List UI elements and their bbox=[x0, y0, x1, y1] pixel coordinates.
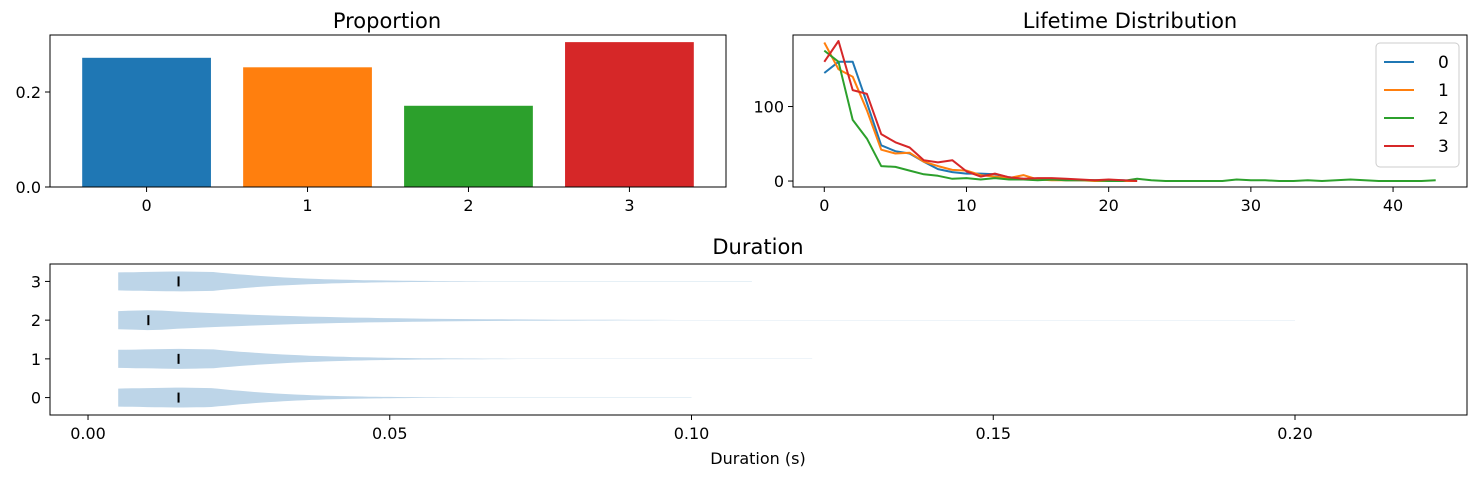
x-tick-label: 0.05 bbox=[372, 424, 408, 443]
lifetime-lines bbox=[823, 40, 1436, 182]
legend-label-0: 0 bbox=[1438, 53, 1449, 73]
series-line-3 bbox=[823, 40, 1138, 182]
proportion-axes-frame bbox=[49, 34, 727, 188]
y-tick-label: 0.0 bbox=[16, 178, 41, 197]
y-tick-label: 3 bbox=[31, 272, 41, 291]
violin-body-1 bbox=[118, 348, 813, 369]
duration-x-ticks: 0.00 0.05 0.10 0.15 0.20 bbox=[70, 415, 1313, 443]
bar-2 bbox=[404, 105, 533, 187]
duration-axes-frame bbox=[49, 263, 1468, 416]
y-tick-label: 0 bbox=[774, 172, 784, 191]
x-tick-label: 20 bbox=[1098, 196, 1118, 215]
duration-x-axis-label: Duration (s) bbox=[710, 449, 805, 468]
duration-violins bbox=[118, 271, 1296, 408]
x-tick-label: 0.20 bbox=[1277, 424, 1313, 443]
duration-chart: Duration 0.00 0.05 0.10 0.15 0.20 0 1 2 3 Durat… bbox=[31, 235, 1468, 468]
series-line-1 bbox=[823, 42, 1138, 182]
legend-frame bbox=[1375, 42, 1460, 168]
x-tick-label-1: 1 bbox=[302, 196, 312, 215]
proportion-bars bbox=[82, 42, 694, 187]
x-tick-label: 40 bbox=[1383, 196, 1403, 215]
x-tick-label-0: 0 bbox=[141, 196, 151, 215]
proportion-chart: Proportion 0 1 2 3 0.0 0.2 bbox=[16, 9, 727, 215]
y-tick-label: 0 bbox=[31, 389, 41, 408]
x-tick-label: 10 bbox=[956, 196, 976, 215]
lifetime-x-ticks: 0 10 20 30 40 bbox=[819, 187, 1403, 215]
violin-body-0 bbox=[118, 387, 692, 408]
x-tick-label-3: 3 bbox=[624, 196, 634, 215]
x-tick-label: 0.00 bbox=[70, 424, 106, 443]
series-line-2 bbox=[823, 49, 1436, 182]
lifetime-chart: Lifetime Distribution 0 10 20 30 40 0 100 0 1 2… bbox=[753, 9, 1468, 215]
proportion-title: Proportion bbox=[333, 9, 441, 33]
bar-3 bbox=[565, 42, 694, 187]
proportion-x-ticks: 0 1 2 3 bbox=[141, 187, 635, 215]
legend-label-1: 1 bbox=[1438, 81, 1449, 101]
violin-body-3 bbox=[118, 271, 752, 292]
y-tick-label: 100 bbox=[753, 98, 784, 117]
duration-y-ticks: 0 1 2 3 bbox=[31, 272, 50, 408]
y-tick-label: 2 bbox=[31, 311, 41, 330]
violin-body-2 bbox=[118, 310, 1296, 331]
y-tick-label: 1 bbox=[31, 350, 41, 369]
x-tick-label: 0 bbox=[819, 196, 829, 215]
x-tick-label-2: 2 bbox=[463, 196, 473, 215]
lifetime-axes-frame bbox=[792, 34, 1468, 188]
proportion-y-ticks: 0.0 0.2 bbox=[16, 83, 50, 197]
lifetime-legend: 0 1 2 3 bbox=[1375, 42, 1460, 168]
legend-label-3: 3 bbox=[1438, 137, 1449, 157]
bar-1 bbox=[243, 67, 372, 187]
lifetime-y-ticks: 0 100 bbox=[753, 98, 793, 191]
lifetime-title: Lifetime Distribution bbox=[1023, 9, 1237, 33]
x-tick-label: 0.15 bbox=[975, 424, 1011, 443]
duration-title: Duration bbox=[712, 235, 803, 259]
legend-label-2: 2 bbox=[1438, 109, 1449, 129]
x-tick-label: 0.10 bbox=[674, 424, 710, 443]
bar-0 bbox=[82, 57, 211, 187]
y-tick-label: 0.2 bbox=[16, 83, 41, 102]
x-tick-label: 30 bbox=[1241, 196, 1261, 215]
